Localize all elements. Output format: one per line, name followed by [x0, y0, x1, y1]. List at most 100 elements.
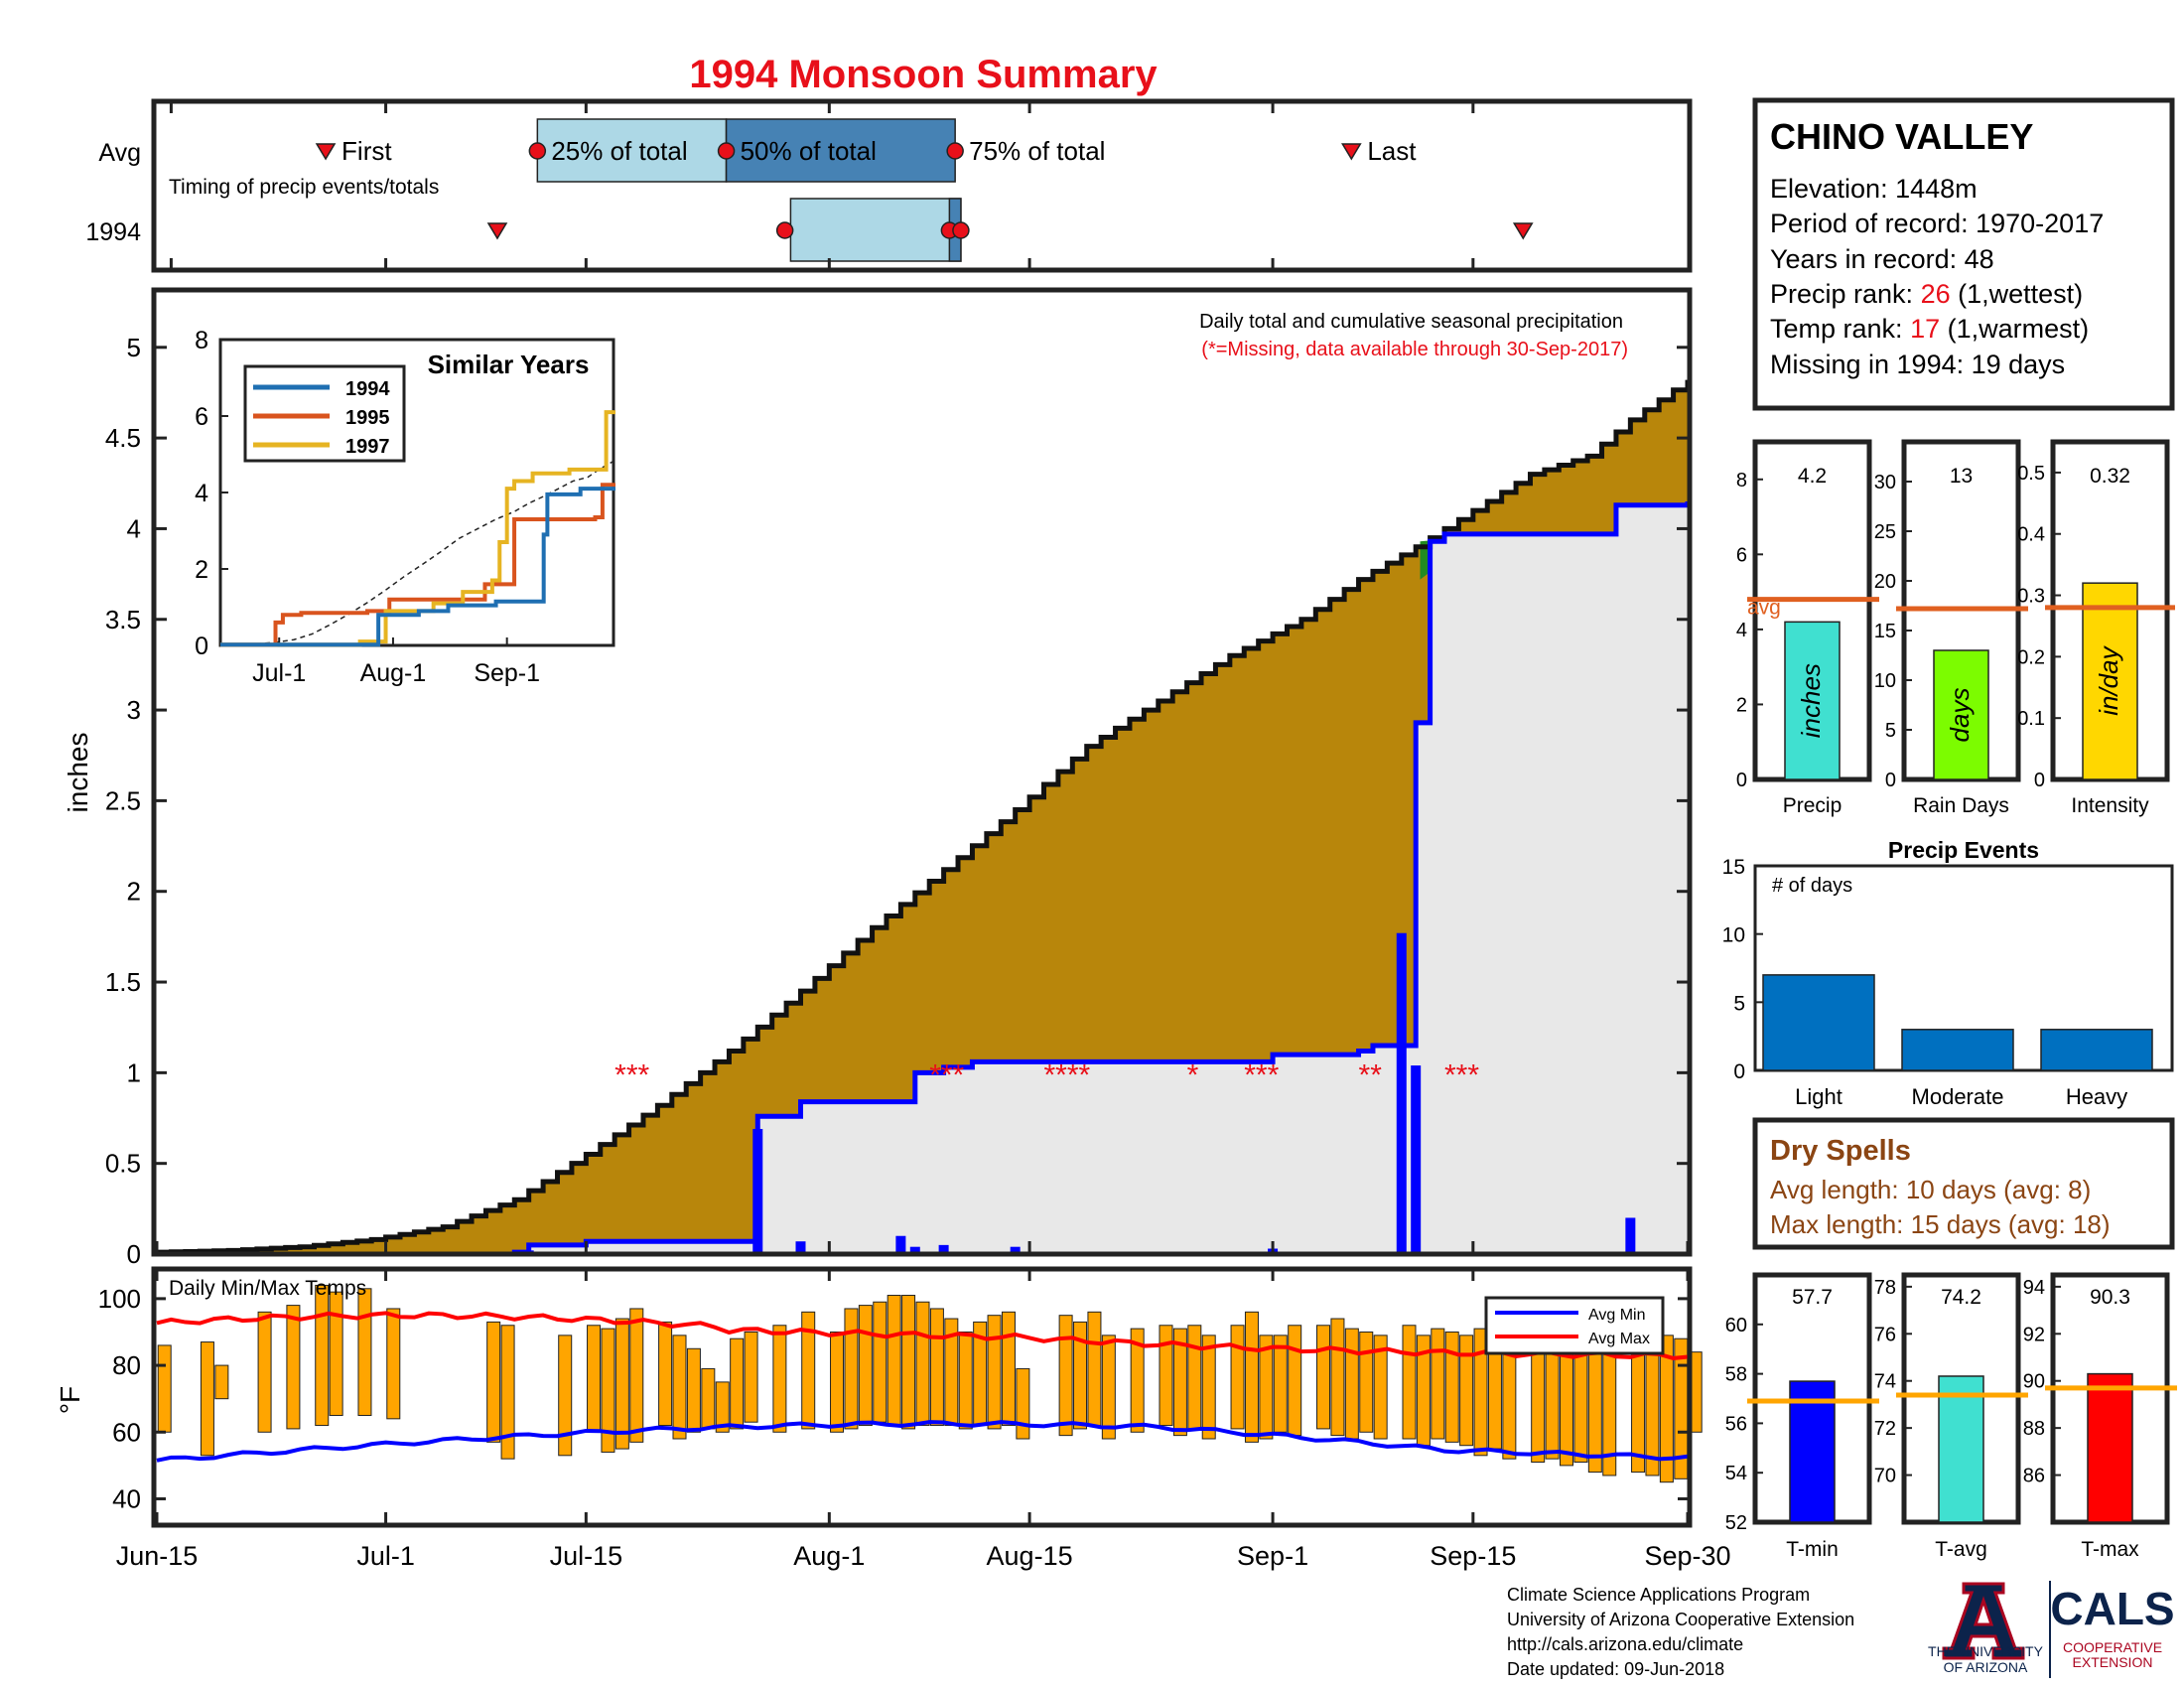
summary-y-tick-label: 2	[1736, 694, 1747, 716]
daily-precip-bar-4	[909, 1246, 920, 1254]
temp-y-tick-label: 60	[112, 1417, 141, 1447]
temp-range-bar-55	[1344, 1328, 1359, 1440]
temp-range-bar-19	[701, 1367, 716, 1430]
missing-mark-5: **	[1359, 1058, 1383, 1091]
temp-range-bar-28	[873, 1301, 887, 1423]
temp-range-bar-10	[500, 1325, 515, 1460]
temp-summary-y-tick-label: 78	[1874, 1277, 1896, 1299]
precip-y-tick-label: 2	[127, 877, 141, 907]
temperature-summary-bars: 57.7 T-min 52 54 56 58 60 74.2 T-avg 70 72 74 76 78 90…	[1725, 1272, 2177, 1561]
footer-line1: Climate Science Applications Program	[1507, 1585, 1810, 1605]
events-bar-light	[1762, 974, 1875, 1071]
avg-p25-marker	[528, 142, 547, 160]
temp-range-bar-62	[1459, 1335, 1474, 1447]
x-tick-label: Jul-1	[356, 1541, 415, 1571]
temp-summary-y-tick-label: 88	[2023, 1418, 2045, 1440]
daily-precip-bar-6	[1010, 1246, 1021, 1254]
summary-label: Precip	[1783, 794, 1843, 817]
summary-y-tick-label: 0	[1736, 770, 1747, 791]
inset-y-tick-label: 4	[195, 480, 208, 507]
temp-range-bar-17	[672, 1335, 687, 1440]
temp-summary-y-tick-label: 60	[1725, 1315, 1747, 1336]
station-elevation: Elevation: 1448m	[1770, 174, 1978, 204]
station-info-box: CHINO VALLEY Elevation: 1448m Period of …	[1752, 97, 2175, 411]
temp-range-bar-41	[1087, 1311, 1102, 1427]
year-25-50-range	[789, 198, 962, 262]
temp-range-bar-5	[315, 1284, 330, 1427]
temp-summary-label: T-max	[2081, 1538, 2139, 1561]
summary-bar-intensity	[2082, 582, 2138, 780]
summary-unit: days	[1945, 688, 1975, 743]
temps-legend-min-label: Avg Min	[1588, 1307, 1646, 1324]
precip-panel-frame	[151, 287, 1693, 1257]
temps-panel-frame	[151, 1266, 1693, 1528]
ua-line1: THE UNIVERSITY	[1928, 1643, 2044, 1659]
events-bar-heavy	[2040, 1029, 2153, 1071]
temps-y-label: °F	[55, 1386, 85, 1414]
events-bar-moderate	[1901, 1029, 2014, 1071]
temps-legend-max-label: Avg Max	[1588, 1331, 1650, 1347]
temp-range-bar-6	[329, 1291, 343, 1416]
missing-marks: *** *** **** * *** ** ***	[614, 1058, 1479, 1091]
temp-range-bar-70	[1587, 1341, 1602, 1474]
missing-mark-2: ****	[1043, 1058, 1090, 1091]
temp-summary-bar-t-max	[2087, 1372, 2133, 1523]
avg-max-temp-line	[156, 1311, 1689, 1360]
daily-precip-bar-5	[938, 1244, 949, 1254]
temp-range-bar-18	[686, 1347, 701, 1433]
summary-y-tick-label: 0.3	[2017, 586, 2045, 608]
precip-y-tick-label: 1.5	[105, 967, 141, 997]
temp-range-bar-25	[830, 1331, 845, 1433]
precip-rank-suffix: (1,wettest)	[1951, 279, 2084, 309]
summary-y-tick-label: 0.4	[2017, 524, 2045, 546]
summary-y-tick-label: 0	[2034, 770, 2045, 791]
events-category-label: Moderate	[1912, 1084, 2004, 1109]
temp-range-bar-44	[1159, 1325, 1173, 1427]
temp-summary-value: 74.2	[1941, 1286, 1981, 1309]
precip-y-tick-label: 5	[127, 333, 141, 362]
x-tick-label: Aug-15	[987, 1541, 1073, 1571]
summary-value: 13	[1950, 465, 1973, 488]
footer-line2: University of Arizona Cooperative Extens…	[1507, 1610, 1854, 1629]
temp-summary-y-tick-label: 86	[2023, 1466, 2045, 1487]
temp-range-bar-8	[386, 1308, 401, 1420]
avg-last-marker	[1341, 143, 1362, 161]
temp-y-tick-label: 40	[112, 1483, 141, 1513]
avg-min-temp-line	[156, 1420, 1689, 1463]
temp-range-bar-46	[1187, 1325, 1202, 1430]
inset-1997-line	[220, 410, 615, 647]
summary-value: 0.32	[2090, 465, 2130, 488]
temp-summary-y-tick-label: 74	[1874, 1371, 1896, 1393]
summary-y-tick-label: 10	[1874, 670, 1896, 692]
summary-y-tick-label: 20	[1874, 571, 1896, 593]
avg-25-50-range	[536, 118, 728, 183]
summary-label: Rain Days	[1913, 794, 2009, 817]
avg-last-label: Last	[1367, 136, 1417, 166]
precip-y-tick-label: 1	[127, 1057, 141, 1087]
station-missing: Missing in 1994: 19 days	[1770, 350, 2065, 379]
temp-range-bar-38	[1016, 1367, 1030, 1440]
avg-p25-label: 25% of total	[551, 136, 687, 166]
temp-summary-label: T-avg	[1935, 1538, 1987, 1561]
year-first-marker	[486, 222, 508, 240]
precip-events-ylabel: # of days	[1772, 875, 1852, 897]
dry-spells-frame	[1752, 1117, 2175, 1250]
avg-p50-label: 50% of total	[741, 136, 877, 166]
ua-a-mark	[1942, 1582, 2025, 1660]
daily-precip-bar-9	[1411, 1065, 1422, 1254]
inset-1994-line	[220, 487, 615, 647]
inset-1995-line	[220, 483, 615, 647]
temp-range-bar-26	[844, 1308, 859, 1430]
similar-years-inset: 0 2 4 6 8 Jul-1 Aug-1 Sep-1 Similar Years 1994 …	[195, 327, 615, 687]
temp-range-bar-43	[1130, 1328, 1145, 1433]
summary-unit: inches	[1796, 663, 1826, 738]
temps-panel: 40 60 80 100 Daily Min/Max Temps °F Avg Min…	[55, 1266, 1703, 1528]
temp-range-bar-50	[1259, 1335, 1274, 1440]
year-last-marker	[1512, 222, 1534, 240]
temp-summary-y-tick-label: 76	[1874, 1324, 1896, 1345]
temp-range-bar-13	[601, 1328, 615, 1453]
station-info-frame	[1752, 97, 2175, 411]
summary-y-tick-label: 8	[1736, 470, 1747, 492]
temp-rank-value: 17	[1910, 314, 1940, 344]
